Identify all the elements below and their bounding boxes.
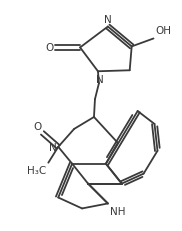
Text: N: N [49, 142, 56, 152]
Text: O: O [33, 121, 41, 131]
Text: N: N [104, 15, 112, 24]
Text: OH: OH [155, 26, 171, 36]
Text: NH: NH [110, 207, 125, 216]
Text: N: N [96, 75, 104, 85]
Text: H₃C: H₃C [27, 165, 46, 175]
Text: O: O [45, 43, 53, 53]
